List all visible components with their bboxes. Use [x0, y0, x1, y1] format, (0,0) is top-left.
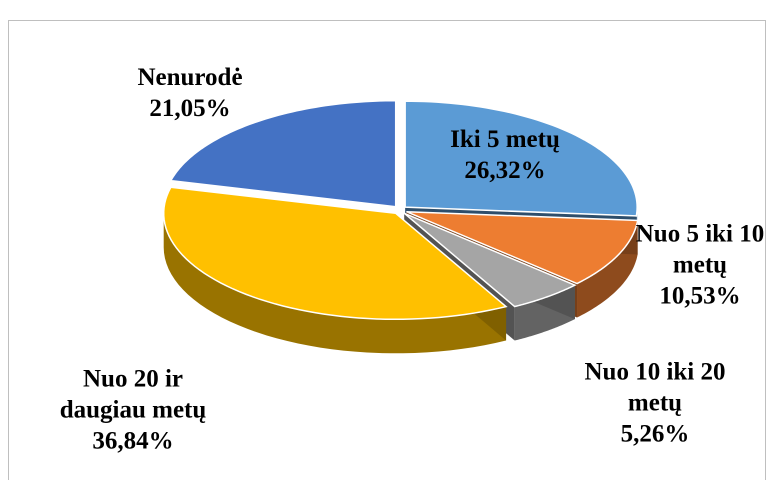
- slice: [406, 210, 639, 285]
- category-label: Iki 5 metų: [450, 126, 560, 153]
- slice-side: [577, 220, 638, 318]
- category-label: Nuo 20 ir daugiau metų: [59, 365, 207, 424]
- slice: [169, 99, 397, 208]
- slice-label: Nuo 10 iki 20 metų 5,26%: [580, 357, 730, 450]
- slice-label: Nuo 20 ir daugiau metų 36,84%: [58, 364, 208, 457]
- slice-label: Iki 5 metų 26,32%: [425, 124, 585, 186]
- category-label: Nuo 10 iki 20 metų: [584, 358, 726, 417]
- value-label: 21,05%: [149, 95, 231, 122]
- chart-frame: [8, 20, 766, 480]
- category-label: Nenurodė: [137, 64, 243, 91]
- slice-label: Nenurodė 21,05%: [115, 62, 265, 124]
- category-label: Nuo 5 iki 10 metų: [635, 220, 765, 279]
- slice: [404, 100, 638, 217]
- slice: [403, 212, 577, 308]
- slice-side: [163, 213, 507, 354]
- value-label: 10,53%: [659, 282, 741, 310]
- value-label: 36,84%: [92, 427, 174, 455]
- value-label: 26,32%: [464, 157, 546, 184]
- value-label: 5,26%: [620, 420, 690, 448]
- slice: [162, 186, 508, 321]
- slice-label: Nuo 5 iki 10 metų 10,53%: [635, 219, 765, 312]
